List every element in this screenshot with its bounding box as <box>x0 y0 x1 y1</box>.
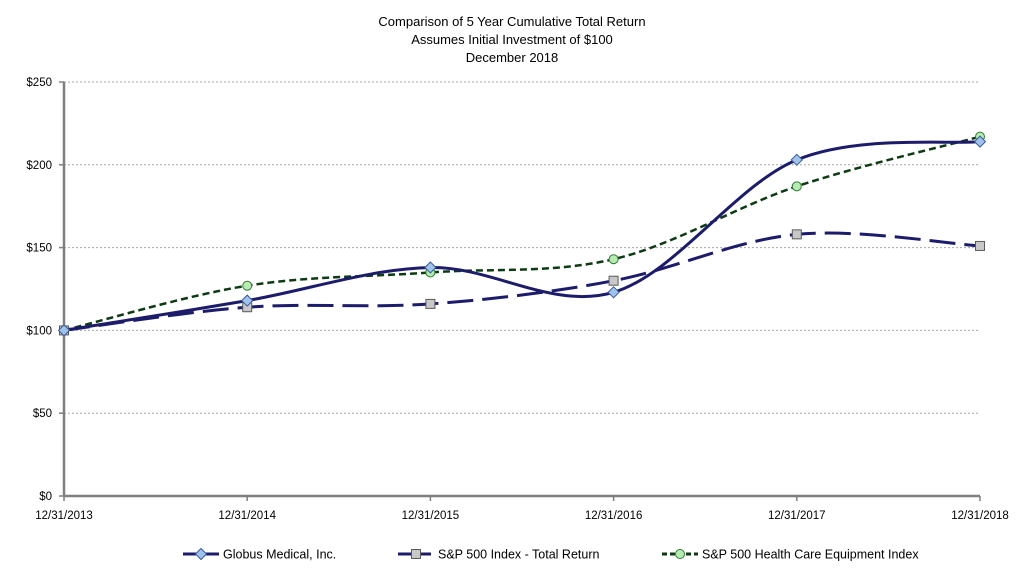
data-point-globus-medical-inc <box>424 261 437 274</box>
legend: Globus Medical, Inc. S&P 500 Index - Tota… <box>183 548 919 562</box>
legend-item-s-p-500-health-care-equipment-index: S&P 500 Health Care Equipment Index <box>662 548 919 562</box>
series-lines <box>63 135 981 332</box>
legend-item-globus-medical-inc: Globus Medical, Inc. <box>183 548 336 562</box>
legend-marker <box>194 547 208 561</box>
series-line-s-p-500-index-total-return <box>63 231 981 332</box>
data-point-globus-medical-inc <box>790 153 804 167</box>
data-point-s-p-500-index-total-return <box>791 229 802 240</box>
chart-title-line-2: Assumes Initial Investment of $100 <box>411 32 613 47</box>
legend-marker <box>675 549 685 559</box>
x-tick-label: 12/31/2014 <box>218 510 276 522</box>
axes <box>62 82 980 498</box>
data-point-globus-medical-inc <box>57 324 71 337</box>
data-point-s-p-500-index-total-return <box>975 240 985 251</box>
x-tick-label: 12/31/2017 <box>768 510 826 522</box>
series-line-s-p-500-health-care-equipment-index <box>63 135 981 332</box>
x-axis-ticks: 12/31/2013 12/31/2014 12/31/2015 12/31/2016… <box>35 496 1009 522</box>
legend-label: S&P 500 Health Care Equipment Index <box>702 548 919 562</box>
x-tick-label: 12/31/2013 <box>35 510 93 522</box>
y-tick-label: $250 <box>26 77 52 89</box>
data-point-globus-medical-inc <box>973 135 987 148</box>
data-point-s-p-500-health-care-equipment-index <box>608 254 619 265</box>
series-markers <box>57 131 987 337</box>
data-point-globus-medical-inc <box>240 294 254 307</box>
y-tick-label: $0 <box>39 491 52 503</box>
series-line-globus-medical-inc <box>63 140 981 332</box>
y-tick-label: $150 <box>26 243 52 255</box>
y-tick-label: $100 <box>26 325 52 337</box>
chart-title: Comparison of 5 Year Cumulative Total Re… <box>378 14 645 65</box>
chart-title-line-1: Comparison of 5 Year Cumulative Total Re… <box>378 14 645 29</box>
data-point-s-p-500-health-care-equipment-index <box>791 181 802 192</box>
data-point-globus-medical-inc <box>607 286 620 299</box>
y-tick-label: $50 <box>33 408 52 420</box>
chart-title-line-3: December 2018 <box>466 50 559 65</box>
legend-label: Globus Medical, Inc. <box>223 548 336 562</box>
legend-label: S&P 500 Index - Total Return <box>438 548 599 562</box>
y-tick-label: $200 <box>26 160 52 172</box>
legend-marker <box>411 549 421 559</box>
data-point-s-p-500-index-total-return <box>608 275 619 286</box>
data-point-s-p-500-health-care-equipment-index <box>242 280 253 291</box>
gridlines <box>64 81 980 414</box>
legend-item-s-p-500-index-total-return: S&P 500 Index - Total Return <box>398 548 599 562</box>
x-tick-label: 12/31/2018 <box>951 510 1009 522</box>
x-tick-label: 12/31/2015 <box>402 510 460 522</box>
y-axis-ticks: $0 $50 $100 $150 $200 $250 <box>26 77 64 503</box>
x-tick-label: 12/31/2016 <box>585 510 643 522</box>
data-point-s-p-500-index-total-return <box>425 298 436 309</box>
